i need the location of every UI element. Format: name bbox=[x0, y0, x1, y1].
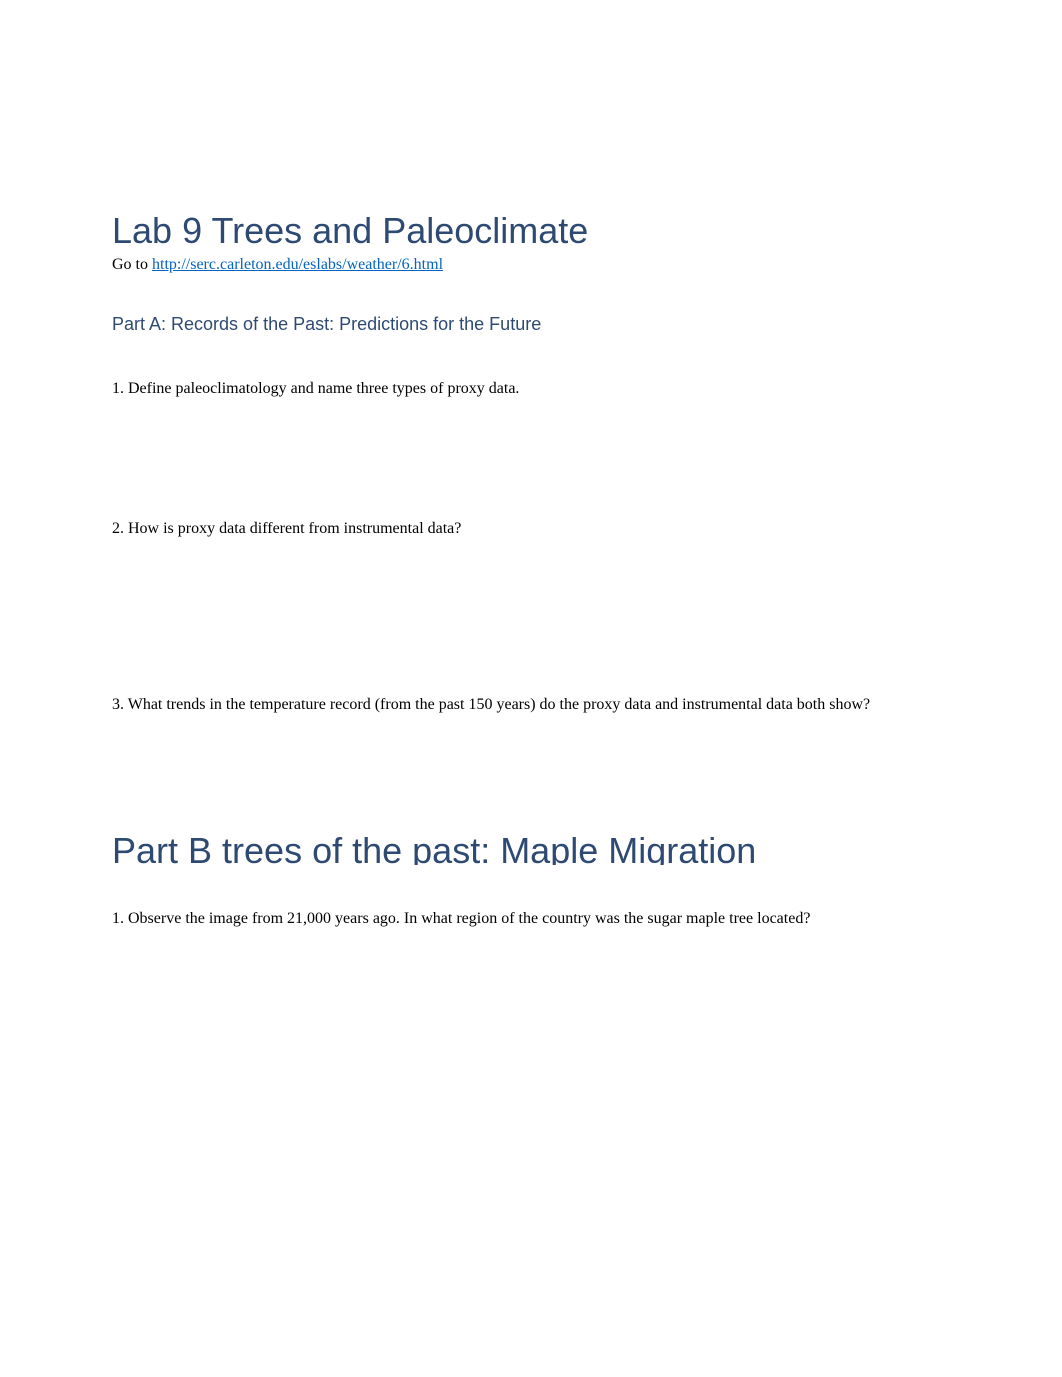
part-a-heading: Part A: Records of the Past: Predictions… bbox=[112, 314, 950, 335]
goto-line: Go to http://serc.carleton.edu/eslabs/we… bbox=[112, 256, 950, 274]
part-b-question-1: 1. Observe the image from 21,000 years a… bbox=[112, 907, 950, 931]
part-a-question-2: 2. How is proxy data different from inst… bbox=[112, 517, 950, 541]
serc-link[interactable]: http://serc.carleton.edu/eslabs/weather/… bbox=[152, 256, 443, 273]
part-a-question-3: 3. What trends in the temperature record… bbox=[112, 693, 950, 717]
part-b-heading: Part B trees of the past: Maple Migratio… bbox=[112, 831, 950, 865]
goto-prefix: Go to bbox=[112, 256, 152, 273]
lab-title: Lab 9 Trees and Paleoclimate bbox=[112, 210, 950, 252]
part-a-question-1: 1. Define paleoclimatology and name thre… bbox=[112, 377, 950, 401]
